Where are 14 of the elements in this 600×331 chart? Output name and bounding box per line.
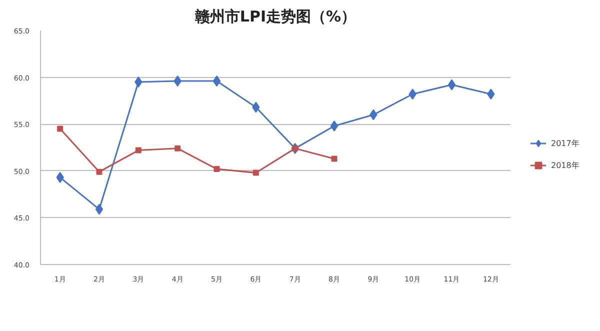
point: [330, 120, 338, 132]
legend-label: 2018年: [551, 160, 580, 170]
point: [448, 79, 456, 90]
point: [252, 170, 259, 176]
legend-label: 2017年: [551, 138, 580, 148]
point: [96, 168, 102, 175]
point: [214, 166, 220, 172]
point: [57, 126, 64, 132]
point: [331, 156, 338, 162]
point: [95, 204, 104, 215]
point: [135, 147, 142, 154]
chart-title: 赣州市LPI走势图（%）: [194, 8, 356, 26]
point: [212, 76, 221, 87]
point: [174, 145, 181, 152]
